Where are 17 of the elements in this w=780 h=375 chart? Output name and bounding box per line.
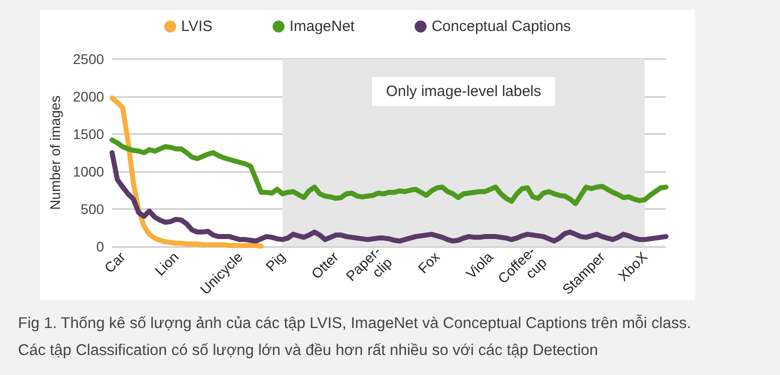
x-tick-label: Pig bbox=[262, 248, 288, 274]
x-tick-label: Fox bbox=[414, 248, 443, 276]
text: Các tập Classification có số lượng lớn và đều hơn rất nhiều so với các tập Detection bbox=[18, 341, 600, 361]
y-tick-label: 500 bbox=[80, 200, 104, 217]
y-tick-label: 1000 bbox=[72, 163, 104, 180]
y-axis-title: Number of images bbox=[47, 95, 63, 210]
legend-label: ImageNet bbox=[290, 18, 356, 35]
y-tick-label: 2000 bbox=[72, 88, 104, 104]
band-label: Only image-level labels bbox=[386, 83, 542, 100]
legend-label: Conceptual Captions bbox=[432, 18, 571, 35]
y-tick-label: 2500 bbox=[72, 51, 104, 67]
legend-label: LVIS bbox=[181, 18, 213, 35]
y-tick-label: 0 bbox=[96, 238, 104, 254]
y-tick-label: 1500 bbox=[72, 126, 104, 142]
x-tick-label: Lion bbox=[152, 248, 182, 279]
x-tick-label: Viola bbox=[462, 248, 496, 282]
caption: Fig 1. Thống kê số lượng ảnh của các tập LVIS, ImageNet và Conceptual Captions trên mỗi class. bbox=[18, 314, 692, 334]
